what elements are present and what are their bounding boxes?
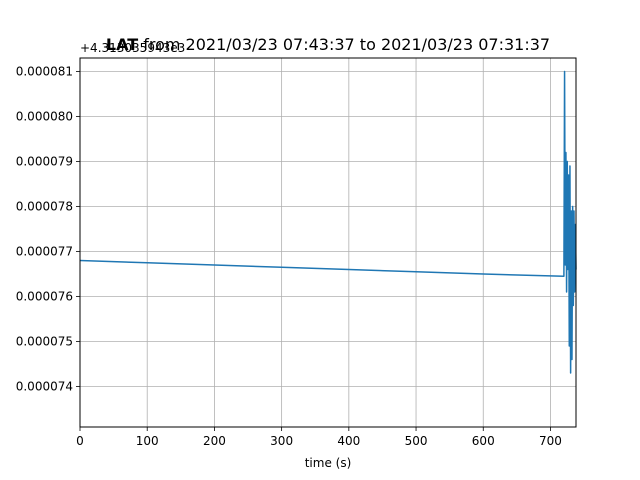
x-tick-label: 600: [472, 434, 495, 448]
grid: [79, 58, 576, 427]
x-tick-label: 500: [405, 434, 428, 448]
plot-frame: [79, 57, 577, 428]
x-tick-label: 100: [136, 434, 159, 448]
y-axis: 0.000074 0.000075 0.000076 0.000077 0.000078…: [16, 65, 80, 394]
x-tick-label: 300: [270, 434, 293, 448]
chart-title-bold: LAT: [106, 35, 138, 54]
series-group: [79, 70, 577, 374]
chart-title: LAT from 2021/03/23 07:43:37 to 2021/03/…: [106, 35, 550, 54]
y-tick-label: 0.000077: [16, 245, 73, 259]
x-axis-label: time (s): [305, 456, 352, 470]
y-tick-label: 0.000081: [16, 65, 73, 79]
y-tick-label: 0.000079: [16, 155, 73, 169]
series-line: [79, 70, 577, 374]
y-offset-label: +4.313035943e3: [80, 41, 185, 55]
y-tick-label: 0.000076: [16, 290, 73, 304]
x-tick-label: 400: [337, 434, 360, 448]
y-tick-label: 0.000074: [16, 380, 73, 394]
y-tick-label: 0.000075: [16, 335, 73, 349]
y-tick-label: 0.000080: [16, 110, 73, 124]
y-tick-label: 0.000078: [16, 200, 73, 214]
chart-title-rest: from 2021/03/23 07:43:37 to 2021/03/23 0…: [138, 35, 550, 54]
x-axis: 0 100 200 300 400 500 600 700: [76, 427, 562, 448]
x-tick-label: 200: [203, 434, 226, 448]
x-tick-label: 0: [76, 434, 84, 448]
x-tick-label: 700: [539, 434, 562, 448]
